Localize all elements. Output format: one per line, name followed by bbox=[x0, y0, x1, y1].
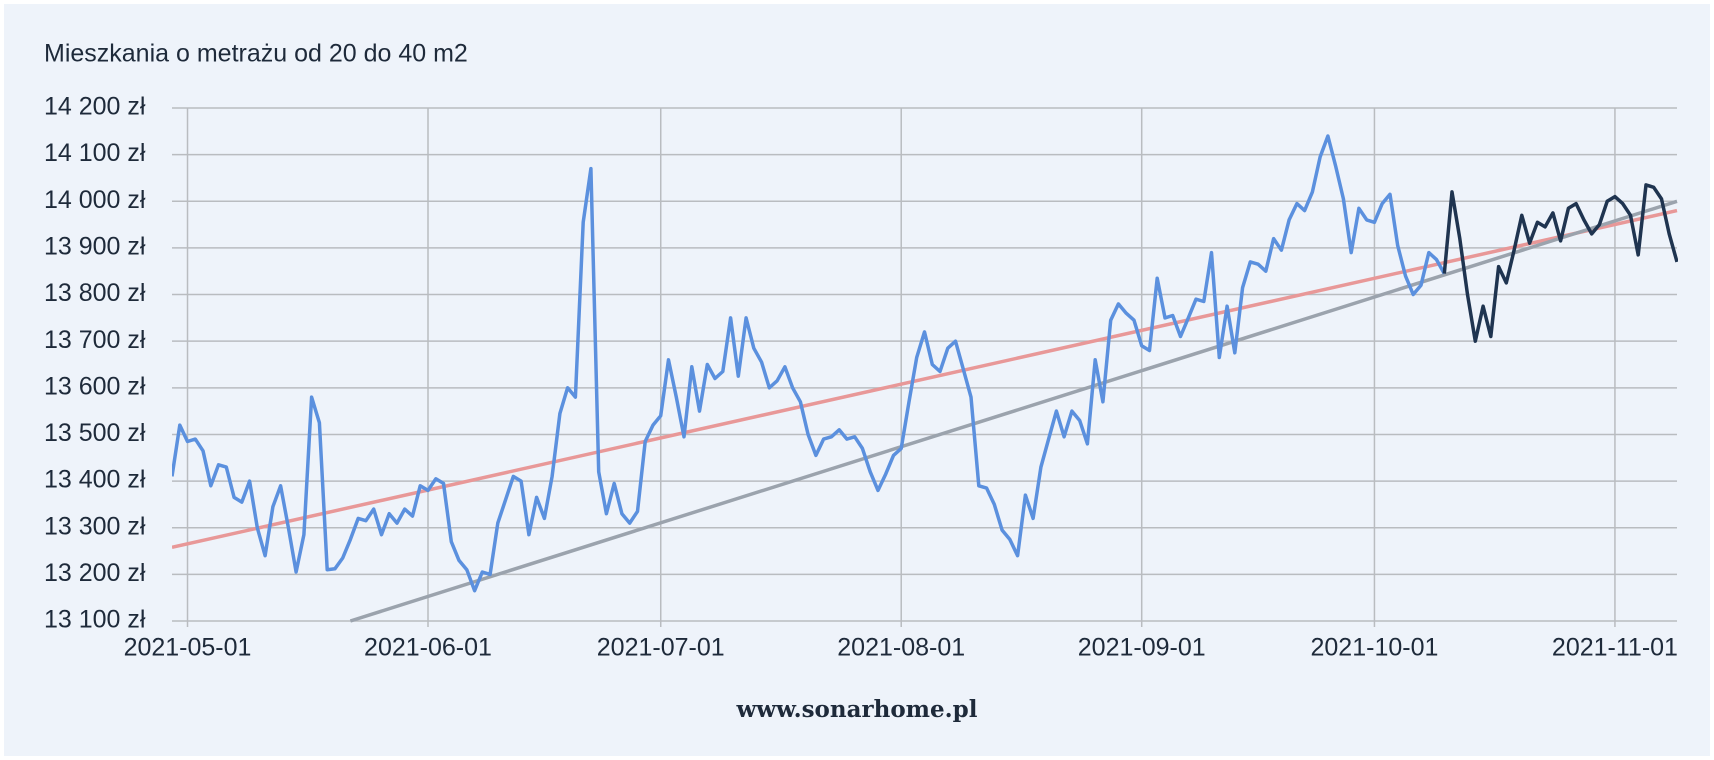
axis-labels: 13 100 zł 13 200 zł 13 300 zł 13 400 zł 13 5… bbox=[44, 93, 1678, 662]
y-tick-label: 13 100 zł bbox=[44, 606, 146, 634]
x-tick-label: 2021-11-01 bbox=[1552, 634, 1678, 662]
y-tick-label: 13 900 zł bbox=[44, 233, 146, 261]
y-tick-label: 14 200 zł bbox=[44, 93, 146, 121]
data-line bbox=[172, 134, 1446, 593]
y-tick-label: 13 800 zł bbox=[44, 279, 146, 307]
x-tick-label: 2021-09-01 bbox=[1078, 634, 1206, 662]
y-tick-label: 13 400 zł bbox=[44, 466, 146, 494]
x-tick-label: 2021-07-01 bbox=[597, 634, 725, 662]
y-tick-label: 13 600 zł bbox=[44, 372, 146, 400]
grid bbox=[172, 107, 1677, 627]
chart-title: Mieszkania o metrażu od 20 do 40 m2 bbox=[44, 40, 468, 68]
y-tick-label: 13 200 zł bbox=[44, 559, 146, 587]
data-line bbox=[349, 199, 1678, 623]
footer: www.sonarhome.pl bbox=[736, 696, 978, 723]
x-tick-label: 2021-10-01 bbox=[1311, 634, 1439, 662]
x-tick-label: 2021-05-01 bbox=[124, 634, 252, 662]
y-tick-label: 14 100 zł bbox=[44, 139, 146, 167]
y-tick-label: 13 300 zł bbox=[44, 512, 146, 540]
x-tick-label: 2021-06-01 bbox=[364, 634, 492, 662]
plot-area bbox=[172, 134, 1678, 623]
x-tick-label: 2021-08-01 bbox=[837, 634, 965, 662]
chart-background bbox=[4, 4, 1710, 756]
y-tick-label: 14 000 zł bbox=[44, 186, 146, 214]
y-tick-label: 13 700 zł bbox=[44, 326, 146, 354]
data-line bbox=[1442, 183, 1678, 343]
y-tick-label: 13 500 zł bbox=[44, 419, 146, 447]
